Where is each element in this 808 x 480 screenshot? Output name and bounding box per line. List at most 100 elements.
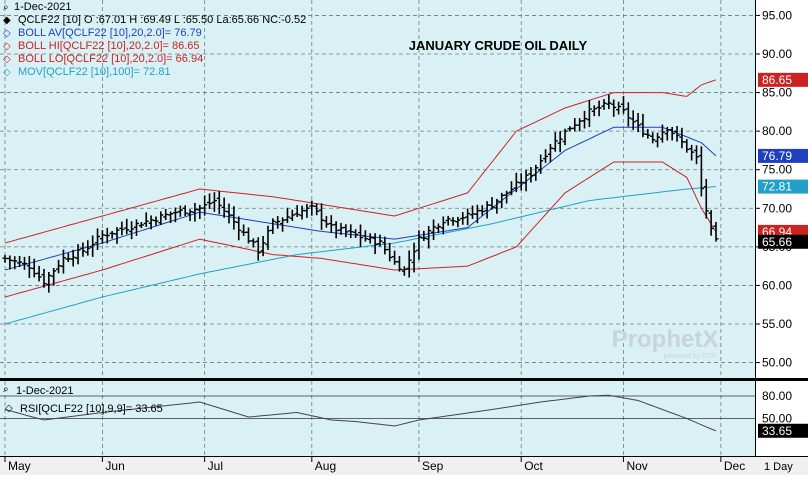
ohlc-bar — [17, 255, 23, 268]
ohlc-bar — [703, 178, 709, 219]
quote-line: QCLF22 [10] O :67.01 H :69.49 L :65.50 L… — [18, 14, 306, 26]
ohlc-bar — [353, 229, 359, 239]
ohlc-bar — [499, 192, 505, 209]
ohlc-bar — [192, 202, 198, 222]
value-marker: 65.66 — [758, 234, 808, 249]
watermark-brand: ProphetX — [612, 326, 719, 353]
ohlc-bar — [75, 244, 81, 265]
ohlc-bar — [591, 105, 597, 117]
ohlc-bar — [231, 206, 237, 230]
ohlc-bar — [348, 224, 354, 239]
prophetx-watermark: ProphetX powered by DTN — [612, 326, 719, 360]
ohlc-bar — [265, 225, 271, 250]
ohlc-bar — [124, 218, 130, 235]
ohlc-bar — [109, 231, 115, 239]
ohlc-bar — [216, 191, 222, 215]
value-marker: 86.65 — [758, 72, 808, 87]
ohlc-bar — [12, 256, 18, 270]
svg-text:65.66: 65.66 — [762, 235, 792, 249]
ohlc-bar — [392, 250, 398, 265]
ohlc-bar — [319, 203, 325, 230]
ohlc-bar — [221, 197, 227, 218]
ohlc-bar — [572, 118, 578, 132]
ohlc-bar — [533, 164, 539, 181]
ohlc-bar — [182, 205, 188, 217]
ohlc-bar — [95, 228, 101, 251]
time-axis-background — [0, 456, 808, 475]
ohlc-bar — [46, 271, 52, 293]
ohlc-bar — [168, 211, 174, 224]
ohlc-bar — [474, 204, 480, 224]
ohlc-bar — [294, 205, 300, 217]
ohlc-bar — [577, 118, 583, 132]
ohlc-bar — [56, 259, 62, 274]
ohlc-bar — [411, 242, 417, 273]
ohlc-bar — [396, 255, 402, 272]
ohlc-bar — [260, 235, 266, 257]
ohlc-bar — [187, 209, 193, 222]
rsi-tick-label: 80.00 — [762, 389, 792, 403]
moving-average-line — [4, 186, 717, 325]
grid-lines — [0, 0, 755, 456]
ohlc-bar — [489, 197, 495, 210]
svg-text:86.65: 86.65 — [762, 73, 792, 87]
ohlc-bar — [708, 210, 714, 236]
ohlc-bar — [635, 113, 641, 133]
ohlc-bar — [119, 221, 125, 236]
ohlc-bar — [241, 224, 247, 236]
ohlc-bar — [338, 222, 344, 235]
ohlc-bar — [129, 221, 135, 240]
magnifier-icon[interactable]: ⌕ — [3, 384, 9, 395]
ohlc-bar — [543, 149, 549, 163]
price-tick-label: 95.00 — [762, 8, 792, 22]
ohlc-bar — [596, 100, 602, 117]
ohlc-bar — [31, 258, 37, 278]
svg-text:76.79: 76.79 — [762, 149, 792, 163]
ohlc-bar — [270, 218, 276, 234]
price-tick-label: 60.00 — [762, 278, 792, 292]
lower-panel-header: ⌕ 1-Dec-2021 ◇ RSI[QCLF22 [10],9,9]= 33.… — [3, 384, 163, 415]
ohlc-bar — [552, 132, 558, 152]
time-tick-label: Oct — [524, 459, 543, 473]
ohlc-bar — [60, 249, 66, 274]
ohlc-bar — [450, 217, 456, 226]
ohlc-bar — [689, 144, 695, 161]
ohlc-bar — [70, 249, 76, 267]
ohlc-bar — [207, 193, 213, 209]
magnifier-icon[interactable]: ⌕ — [3, 2, 9, 13]
ohlc-bar — [557, 131, 563, 153]
ohlc-bar — [518, 173, 524, 191]
ohlc-bar — [684, 139, 690, 153]
legend-diamond-icon: ◇ — [3, 41, 11, 52]
time-tick-label: May — [8, 459, 31, 473]
interval-label[interactable]: 1 Day — [764, 461, 793, 473]
ohlc-bar — [85, 240, 91, 256]
diamond-outline-icon: ◇ — [5, 403, 13, 414]
ohlc-bar — [630, 110, 636, 130]
ohlc-bar — [80, 242, 86, 257]
ohlc-bar — [431, 219, 437, 241]
legend-entry: BOLL HI[QCLF22 [10],20,2.0]= 86.65 — [18, 40, 200, 52]
ohlc-bar — [163, 209, 169, 221]
ohlc-bar — [547, 144, 553, 163]
price-tick-label: 75.00 — [762, 163, 792, 177]
ohlc-bar — [416, 230, 422, 260]
price-axis: 95.0090.0085.0080.0075.0070.0065.0060.00… — [755, 8, 808, 438]
ohlc-bar — [664, 126, 670, 141]
ohlc-bar — [99, 230, 105, 244]
ohlc-bar — [104, 227, 110, 244]
ohlc-bar — [51, 267, 57, 286]
ohlc-bar — [2, 254, 8, 263]
price-tick-label: 70.00 — [762, 201, 792, 215]
ohlc-bar — [679, 127, 685, 149]
ohlc-bar — [382, 236, 388, 255]
ohlc-bar — [698, 146, 704, 197]
ohlc-bar — [606, 94, 612, 110]
legend-diamond-icon: ◇ — [3, 28, 11, 39]
bollinger-lower-line — [4, 161, 717, 298]
ohlc-bar — [280, 217, 286, 232]
ohlc-bar — [26, 256, 32, 278]
ohlc-bar — [148, 215, 154, 230]
ohlc-bar — [465, 208, 471, 226]
ohlc-bar — [460, 212, 466, 225]
